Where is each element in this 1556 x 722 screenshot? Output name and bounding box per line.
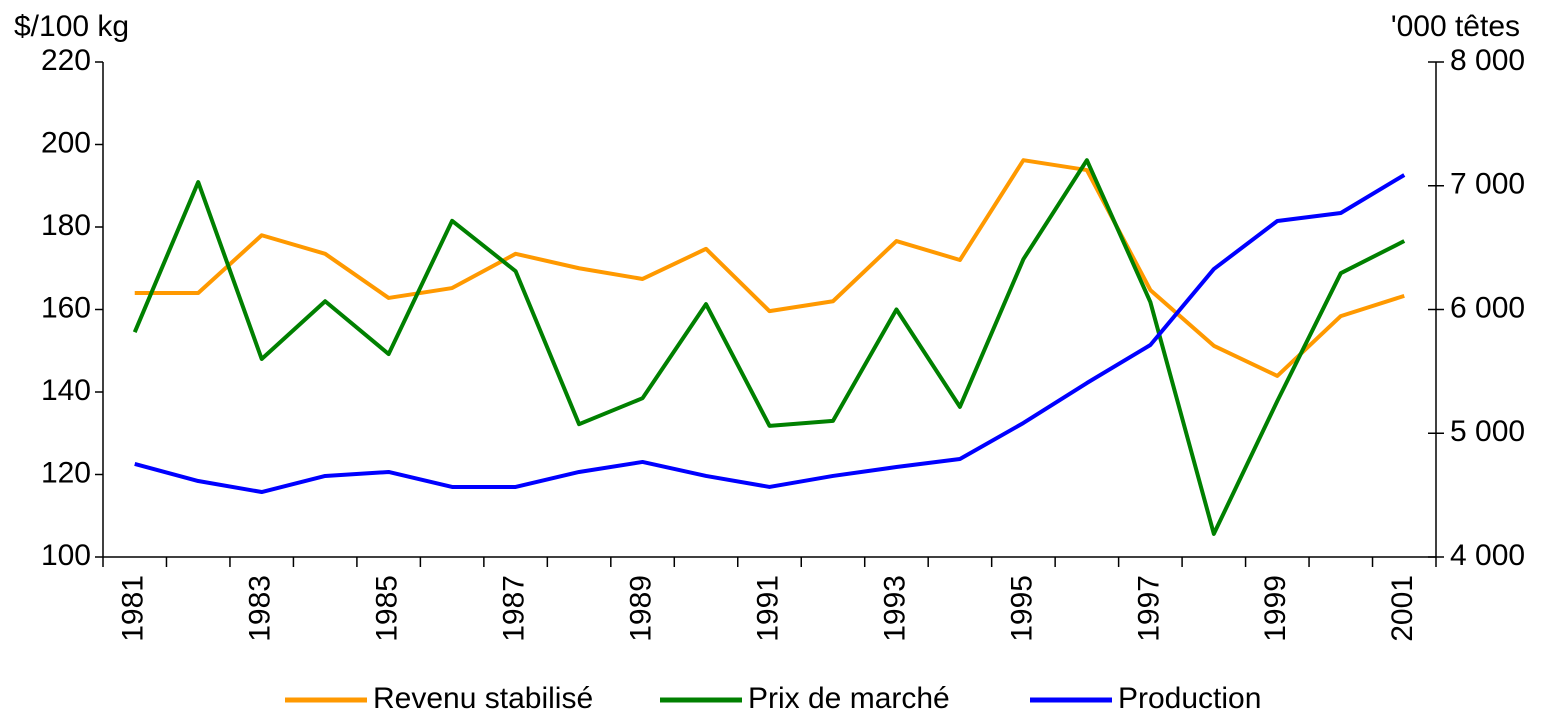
- y-axis-label: $/100 kg: [14, 10, 129, 43]
- series-line: [134, 173, 1406, 495]
- series-line: [134, 158, 1405, 378]
- x-tick-label: 2001: [1386, 575, 1419, 642]
- legend-label: Prix de marché: [748, 682, 950, 715]
- y-tick-label: 180: [41, 209, 91, 242]
- y-tick-label: 140: [41, 374, 91, 407]
- y2-tick-label: 4 000: [1450, 539, 1525, 572]
- y-tick-label: 220: [41, 44, 91, 77]
- y-tick-label: 120: [41, 456, 91, 489]
- x-tick-label: 1997: [1132, 575, 1165, 642]
- x-tick-label: 1987: [498, 575, 531, 642]
- x-tick-label: 1983: [244, 575, 277, 642]
- y2-tick-label: 7 000: [1450, 168, 1525, 201]
- x-tick-label: 1989: [624, 575, 657, 642]
- y-tick-label: 100: [41, 539, 91, 572]
- y-tick-label: 160: [41, 291, 91, 324]
- y-tick-label: 200: [41, 126, 91, 159]
- x-tick-label: 1981: [117, 575, 150, 642]
- x-tick-label: 1999: [1259, 575, 1292, 642]
- y2-tick-label: 5 000: [1450, 415, 1525, 448]
- series-line: [132, 158, 1406, 536]
- y2-tick-label: 6 000: [1450, 291, 1525, 324]
- x-tick-label: 1995: [1005, 575, 1038, 642]
- y2-axis-label: '000 têtes: [1391, 10, 1520, 43]
- legend-label: Revenu stabilisé: [373, 682, 593, 715]
- x-tick-label: 1993: [878, 575, 911, 642]
- x-tick-label: 1991: [751, 575, 784, 642]
- legend-label: Production: [1118, 682, 1261, 715]
- x-tick-label: 1985: [371, 575, 404, 642]
- y2-tick-label: 8 000: [1450, 44, 1525, 77]
